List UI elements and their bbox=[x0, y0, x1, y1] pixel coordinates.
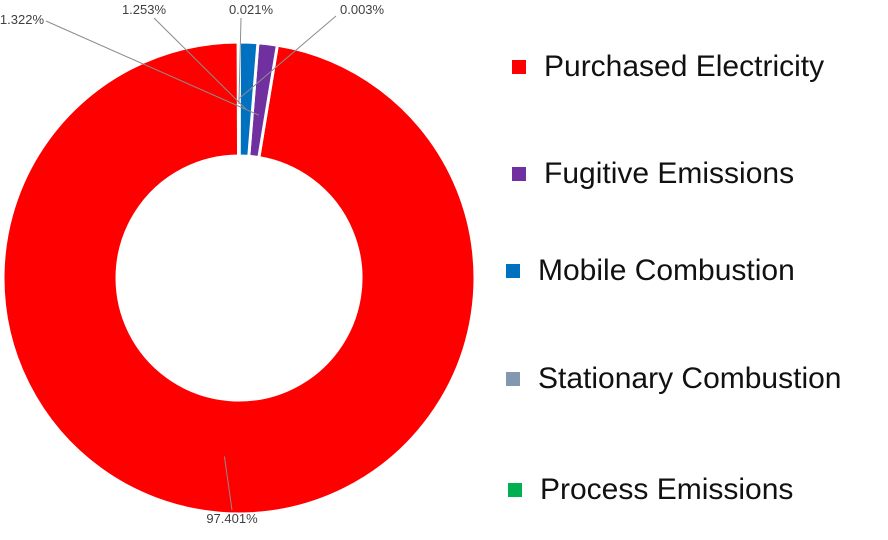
data-label-stationary-combustion: 0.021% bbox=[229, 2, 274, 17]
legend-label-process-emissions: Process Emissions bbox=[540, 473, 794, 506]
leader-line-purchased-electricity bbox=[223, 456, 233, 511]
leader-line-mobile-combustion bbox=[153, 17, 247, 110]
legend-swatch-stationary-combustion bbox=[506, 372, 520, 386]
legend-item-purchased-electricity: Purchased Electricity bbox=[512, 50, 824, 84]
legend-item-process-emissions: Process Emissions bbox=[508, 473, 793, 507]
legend-item-mobile-combustion: Mobile Combustion bbox=[506, 254, 795, 288]
data-label-purchased-electricity: 97.401% bbox=[206, 511, 258, 526]
legend-label-stationary-combustion: Stationary Combustion bbox=[538, 362, 842, 395]
legend-label-fugitive-emissions: Fugitive Emissions bbox=[544, 157, 795, 190]
legend-item-fugitive-emissions: Fugitive Emissions bbox=[512, 157, 794, 191]
legend-swatch-mobile-combustion bbox=[506, 264, 520, 278]
legend-label-mobile-combustion: Mobile Combustion bbox=[538, 254, 795, 287]
legend-swatch-process-emissions bbox=[508, 483, 522, 497]
legend-swatch-purchased-electricity bbox=[512, 60, 526, 74]
leader-line-fugitive-emissions bbox=[45, 20, 260, 116]
data-label-mobile-combustion: 1.253% bbox=[122, 2, 167, 17]
data-label-fugitive-emissions: 1.322% bbox=[0, 12, 44, 27]
legend: Purchased Electricity Fugitive Emissions… bbox=[500, 0, 888, 540]
legend-label-purchased-electricity: Purchased Electricity bbox=[544, 50, 825, 83]
data-label-process-emissions: 0.003% bbox=[340, 2, 385, 17]
leader-line-process-emissions bbox=[238, 15, 337, 100]
legend-item-stationary-combustion: Stationary Combustion bbox=[506, 362, 842, 396]
slice-purchased-electricity bbox=[1, 40, 477, 516]
legend-swatch-fugitive-emissions bbox=[512, 167, 526, 181]
leader-line-stationary-combustion bbox=[238, 17, 242, 105]
